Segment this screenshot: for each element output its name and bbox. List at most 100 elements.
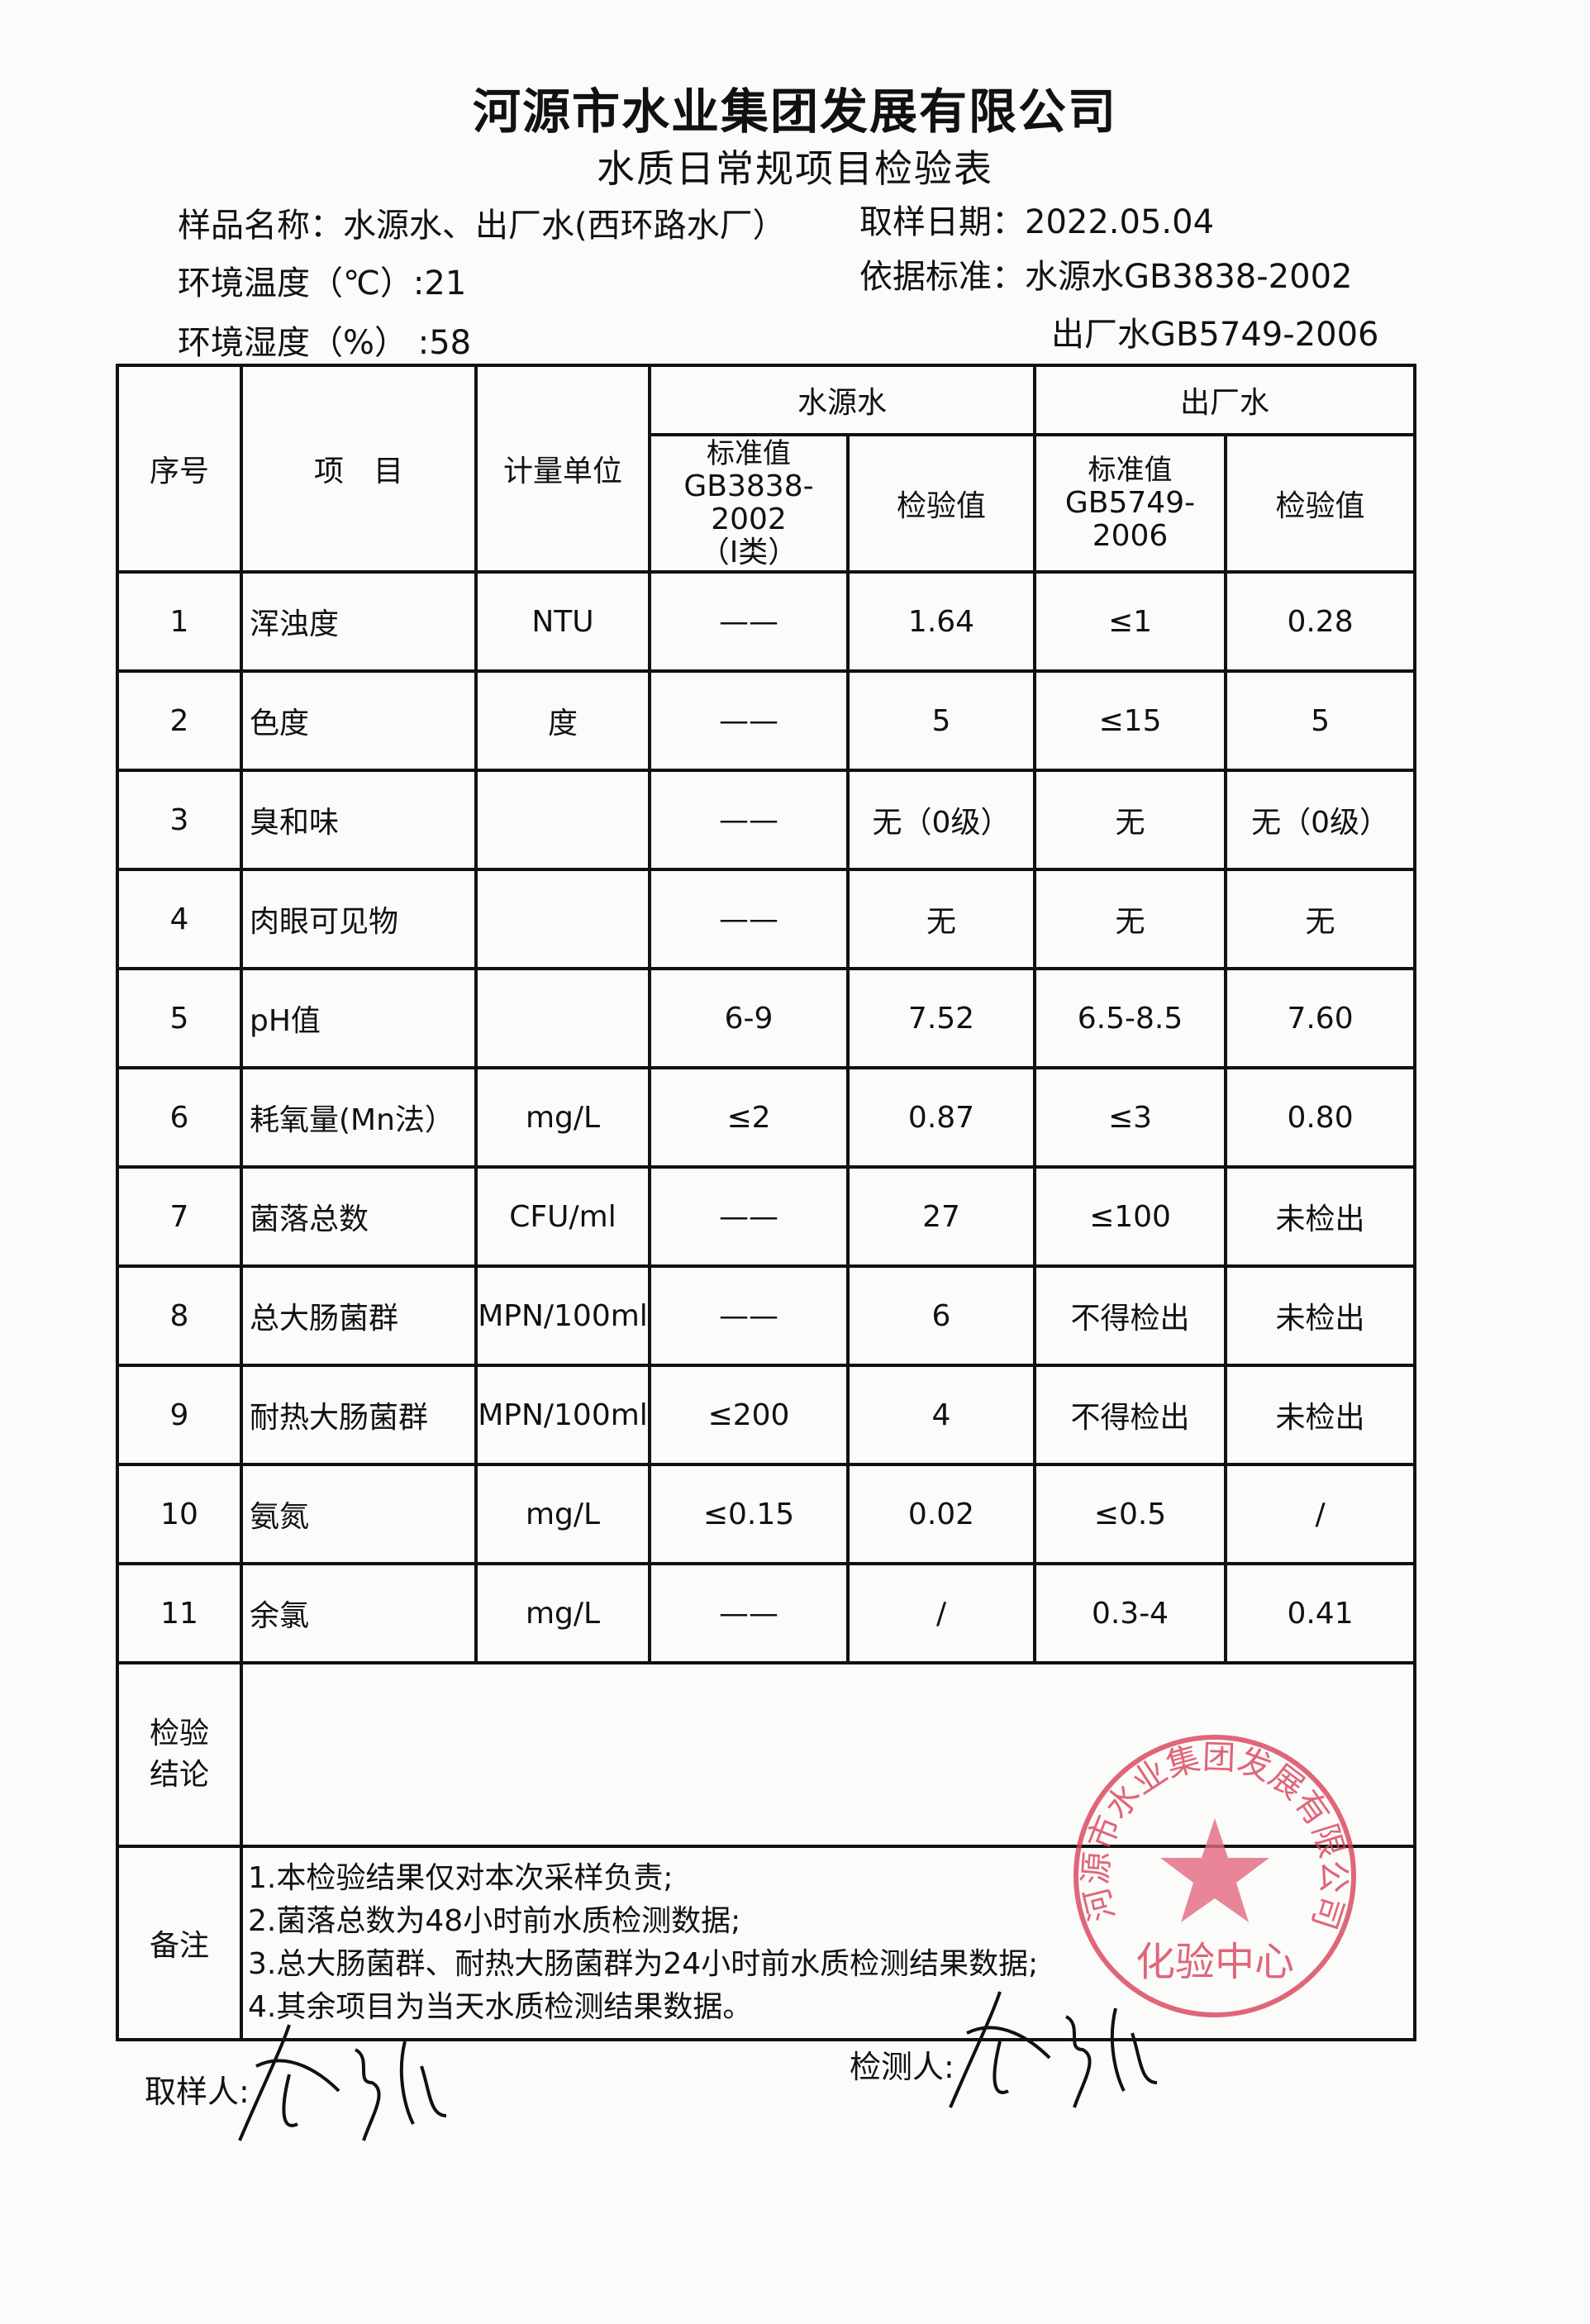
cell-plant-val: 未检出 — [1224, 1264, 1417, 1367]
cell-no: 7 — [116, 1165, 243, 1268]
remark-item: 1.本检验结果仅对本次采样负责; — [248, 1861, 674, 1895]
remark-item: 4.其余项目为当天水质检测结果数据。 — [248, 1990, 753, 2024]
plant-value-header: 检验值 — [1224, 433, 1417, 574]
cell-src-val: / — [845, 1562, 1037, 1664]
cell-item: 氨氮 — [240, 1463, 478, 1565]
cell-src-std: —— — [648, 669, 850, 772]
col-no-header: 序号 — [116, 364, 243, 574]
cell-unit: NTU — [474, 570, 651, 673]
cell-src-val: 4 — [845, 1364, 1037, 1466]
sample-name-label: 样品名称： — [178, 207, 343, 245]
humidity-label: 环境湿度（%） : — [178, 324, 430, 362]
cell-plant-val: / — [1224, 1463, 1417, 1565]
remark-item: 2.菌落总数为48小时前水质检测数据; — [248, 1904, 741, 1938]
cell-plant-std: 不得检出 — [1033, 1364, 1228, 1466]
cell-plant-val: 0.41 — [1224, 1562, 1417, 1664]
cell-src-std: 6-9 — [648, 967, 850, 1069]
cell-plant-std: ≤100 — [1033, 1165, 1228, 1268]
cell-plant-std: ≤0.5 — [1033, 1463, 1228, 1565]
cell-src-val: 无（0级） — [845, 769, 1037, 871]
table-row: 2 色度度 —— 5 ≤15 5 — [116, 669, 1417, 772]
temperature: 21 — [424, 264, 467, 302]
sample-name: 水源水、出厂水(西环路水厂） — [343, 207, 786, 245]
humidity-line: 环境湿度（%） :58 — [178, 316, 471, 364]
source-std-code: GB3838-2002 — [683, 469, 814, 536]
cell-src-std: —— — [648, 1165, 850, 1268]
cell-plant-val: 无（0级） — [1224, 769, 1417, 871]
cell-no: 4 — [116, 868, 243, 970]
cell-plant-val: 0.80 — [1224, 1066, 1417, 1169]
cell-plant-std: 不得检出 — [1033, 1264, 1228, 1367]
cell-no: 8 — [116, 1264, 243, 1367]
cell-src-std: —— — [648, 868, 850, 970]
cell-src-val: 6 — [845, 1264, 1037, 1367]
cell-plant-std: 0.3-4 — [1033, 1562, 1228, 1664]
humidity: 58 — [429, 324, 472, 362]
sample-date-line: 取样日期：2022.05.04 — [859, 195, 1214, 243]
cell-no: 3 — [116, 769, 243, 871]
temperature-line: 环境温度（℃）:21 — [178, 256, 466, 304]
col-unit-header: 计量单位 — [474, 364, 651, 574]
tester-label: 检测人: — [850, 2049, 954, 2085]
cell-src-val: 0.87 — [845, 1066, 1037, 1169]
cell-item: 耗氧量(Mn法） — [240, 1066, 478, 1169]
cell-item: 肉眼可见物 — [240, 868, 478, 970]
cell-plant-val: 未检出 — [1224, 1165, 1417, 1268]
cell-plant-std: 无 — [1033, 769, 1228, 871]
cell-unit: MPN/100ml — [474, 1364, 651, 1466]
temperature-label: 环境温度（℃）: — [178, 264, 425, 302]
cell-src-val: 1.64 — [845, 570, 1037, 673]
cell-item: pH值 — [240, 967, 478, 1069]
sample-date: 2022.05.04 — [1025, 203, 1215, 241]
cell-src-std: ≤200 — [648, 1364, 850, 1466]
cell-plant-std: 无 — [1033, 868, 1228, 970]
cell-src-val: 无 — [845, 868, 1037, 970]
cell-plant-std: ≤3 — [1033, 1066, 1228, 1169]
remark-item: 3.总大肠菌群、耐热大肠菌群为24小时前水质检测结果数据; — [248, 1947, 1039, 1981]
cell-src-std: ≤2 — [648, 1066, 850, 1169]
cell-src-std: —— — [648, 570, 850, 673]
plant-std-header: 标准值 GB5749-2006 — [1033, 433, 1228, 574]
cell-no: 5 — [116, 967, 243, 1069]
cell-src-std: —— — [648, 1562, 850, 1664]
cell-unit: CFU/ml — [474, 1165, 651, 1268]
cell-item: 耐热大肠菌群 — [240, 1364, 478, 1466]
cell-src-std: ≤0.15 — [648, 1463, 850, 1565]
cell-unit — [474, 868, 651, 970]
cell-unit: 度 — [474, 669, 651, 772]
table-row: 11 余氯 mg/L ——/0.3-4 0.41 — [116, 1562, 1417, 1664]
seal-center-text: 化验中心 — [1135, 1939, 1294, 1985]
conclusion-label: 检验 结论 — [116, 1661, 243, 1848]
sampler-signature — [238, 2024, 447, 2141]
cell-item: 总大肠菌群 — [240, 1264, 478, 1367]
plant-std-label: 标准值 — [1088, 454, 1173, 487]
source-std-header: 标准值 GB3838-2002 （Ⅰ类） — [648, 433, 850, 574]
cell-no: 9 — [116, 1364, 243, 1466]
cell-no: 2 — [116, 669, 243, 772]
cell-src-std: —— — [648, 1264, 850, 1367]
table-row: 8 总大肠菌群 MPN/100ml —— 6 不得检出 未检出 — [116, 1264, 1417, 1367]
official-seal: 河源市水业集团发展有限公司 化验中心 — [1073, 1735, 1356, 2017]
cell-src-val: 0.02 — [845, 1463, 1037, 1565]
cell-no: 11 — [116, 1562, 243, 1664]
cell-plant-std: ≤1 — [1033, 570, 1228, 673]
source-std-class: （Ⅰ类） — [699, 536, 798, 569]
company-name: 河源市水业集团发展有限公司 — [472, 83, 1117, 140]
standard-source: 水源水GB3838-2002 — [1025, 258, 1353, 296]
cell-plant-val: 未检出 — [1224, 1364, 1417, 1466]
form-title: 水质日常规项目检验表 — [597, 146, 993, 191]
standard-line: 依据标准：水源水GB3838-2002 — [859, 250, 1352, 298]
cell-no: 6 — [116, 1066, 243, 1169]
cell-src-val: 7.52 — [845, 967, 1037, 1069]
cell-item: 余氯 — [240, 1562, 478, 1664]
cell-plant-val: 0.28 — [1224, 570, 1417, 673]
table-row: 4 肉眼可见物 —— 无无无 — [116, 868, 1417, 970]
cell-plant-std: 6.5-8.5 — [1033, 967, 1228, 1069]
conclusion-cell — [239, 1661, 1417, 1848]
cell-unit: mg/L — [474, 1562, 651, 1664]
table-row: 1 浑浊度 NTU —— 1.64 ≤1 0.28 — [116, 570, 1417, 673]
star-icon — [1160, 1818, 1269, 1922]
cell-plant-val: 7.60 — [1224, 967, 1417, 1069]
table-row: 9 耐热大肠菌群 MPN/100ml ≤200 4 不得检出 未检出 — [116, 1364, 1417, 1466]
cell-src-val: 27 — [845, 1165, 1037, 1268]
